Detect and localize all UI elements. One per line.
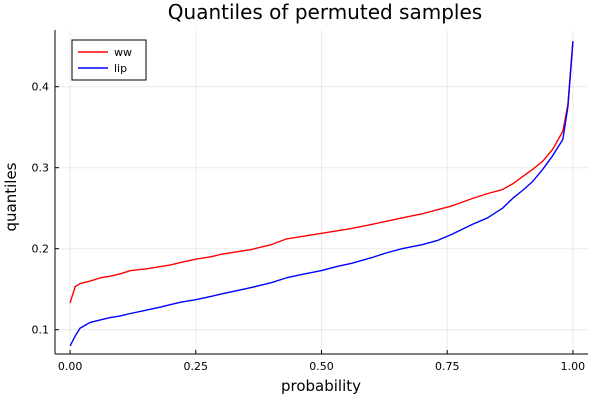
y-tick-label-2: 0.3 bbox=[32, 162, 50, 175]
legend-box bbox=[71, 39, 147, 81]
grid-layer bbox=[55, 30, 588, 354]
y-axis-label: quantiles bbox=[2, 162, 20, 231]
y-tick-label-0: 0.1 bbox=[32, 324, 50, 337]
legend: ww lip bbox=[71, 39, 147, 81]
y-tick-label-3: 0.4 bbox=[32, 81, 50, 94]
x-tick-label-0: 0.00 bbox=[58, 360, 83, 373]
x-tick-label-3: 0.75 bbox=[435, 360, 460, 373]
x-tick-label-4: 1.00 bbox=[561, 360, 586, 373]
legend-label-ww: ww bbox=[114, 46, 132, 59]
y-tick-label-1: 0.2 bbox=[32, 243, 50, 256]
x-tick-label-1: 0.25 bbox=[184, 360, 209, 373]
legend-label-lip: lip bbox=[114, 62, 127, 75]
series-line-ww bbox=[69, 41, 574, 304]
series-layer bbox=[69, 41, 574, 347]
axes-layer: 0.00 0.25 0.50 0.75 1.00 0.1 0.2 0.3 0.4 bbox=[32, 30, 588, 373]
x-tick-label-2: 0.50 bbox=[309, 360, 334, 373]
chart-title: Quantiles of permuted samples bbox=[168, 0, 482, 24]
x-axis-label: probability bbox=[281, 377, 361, 395]
series-line-lip bbox=[69, 41, 574, 347]
